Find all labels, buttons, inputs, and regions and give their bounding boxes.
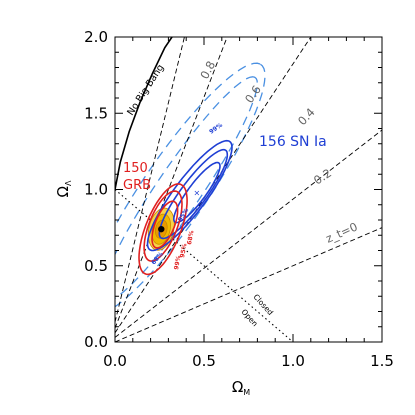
- y-tick-label: 1.0: [84, 181, 108, 199]
- transition-label-0.8: 0.8: [197, 59, 218, 82]
- x-axis-title: ΩM: [232, 378, 250, 397]
- transition-line-1: [115, 37, 228, 329]
- sn-best-fit-marker: ×: [194, 189, 201, 198]
- open-label: Open: [240, 307, 260, 328]
- transition-label-0.6: 0.6: [242, 83, 264, 106]
- constraint-contours: [138, 139, 233, 276]
- sn-contour-95%: [158, 148, 229, 240]
- x-tick-label: 1.0: [281, 352, 305, 370]
- sn-dashed-band-1: [115, 62, 266, 308]
- joint-best-fit-marker: [158, 225, 165, 233]
- no-big-bang-label: No Big Bang: [125, 63, 166, 118]
- transition-line-4: [115, 227, 382, 342]
- transition-line-0: [115, 37, 185, 323]
- grb-contour-label-68: 68%: [186, 230, 195, 245]
- y-axis-title: ΩΛ: [54, 180, 73, 197]
- transition-label-zt0: z_t=0: [324, 219, 360, 245]
- x-tick-label: 0.0: [103, 352, 127, 370]
- sn-series-label: 156 SN Ia: [259, 134, 327, 150]
- grb-contour-68%: [151, 200, 179, 249]
- flat-universe-line: [115, 189, 294, 342]
- y-tick-label: 0.0: [84, 333, 108, 351]
- sn-contour-99%: [146, 139, 233, 252]
- y-tick-label: 2.0: [84, 28, 108, 46]
- grb-series-label-line1: 150: [123, 161, 148, 176]
- grb-series-label-line2: GRB: [123, 178, 151, 193]
- grb-contour-label-99: 99%: [173, 255, 182, 270]
- sn-contour-label-99: 99%: [208, 122, 224, 136]
- grb-contour-label-95: 95%: [179, 243, 188, 258]
- transition-label-0.2: 0.2: [311, 166, 334, 188]
- x-tick-label: 0.5: [192, 352, 216, 370]
- grb-contour-95%: [143, 190, 183, 262]
- no-big-bang-curve: [115, 37, 173, 190]
- x-tick-label: 1.5: [370, 352, 394, 370]
- sn-dashed-bands: [115, 62, 266, 308]
- transition-line-3: [115, 129, 382, 338]
- transition-label-0.4: 0.4: [295, 105, 318, 128]
- y-tick-label: 1.5: [84, 104, 108, 122]
- closed-label: Closed: [252, 292, 276, 317]
- grb-contour-99%: [138, 183, 188, 276]
- best-fit-markers: ×: [158, 189, 200, 233]
- axis-ticks: 0.0 0.5 1.0 1.5 0.0 0.5 1.0 1.5 2.0: [84, 28, 394, 370]
- y-tick-label: 0.5: [84, 257, 108, 275]
